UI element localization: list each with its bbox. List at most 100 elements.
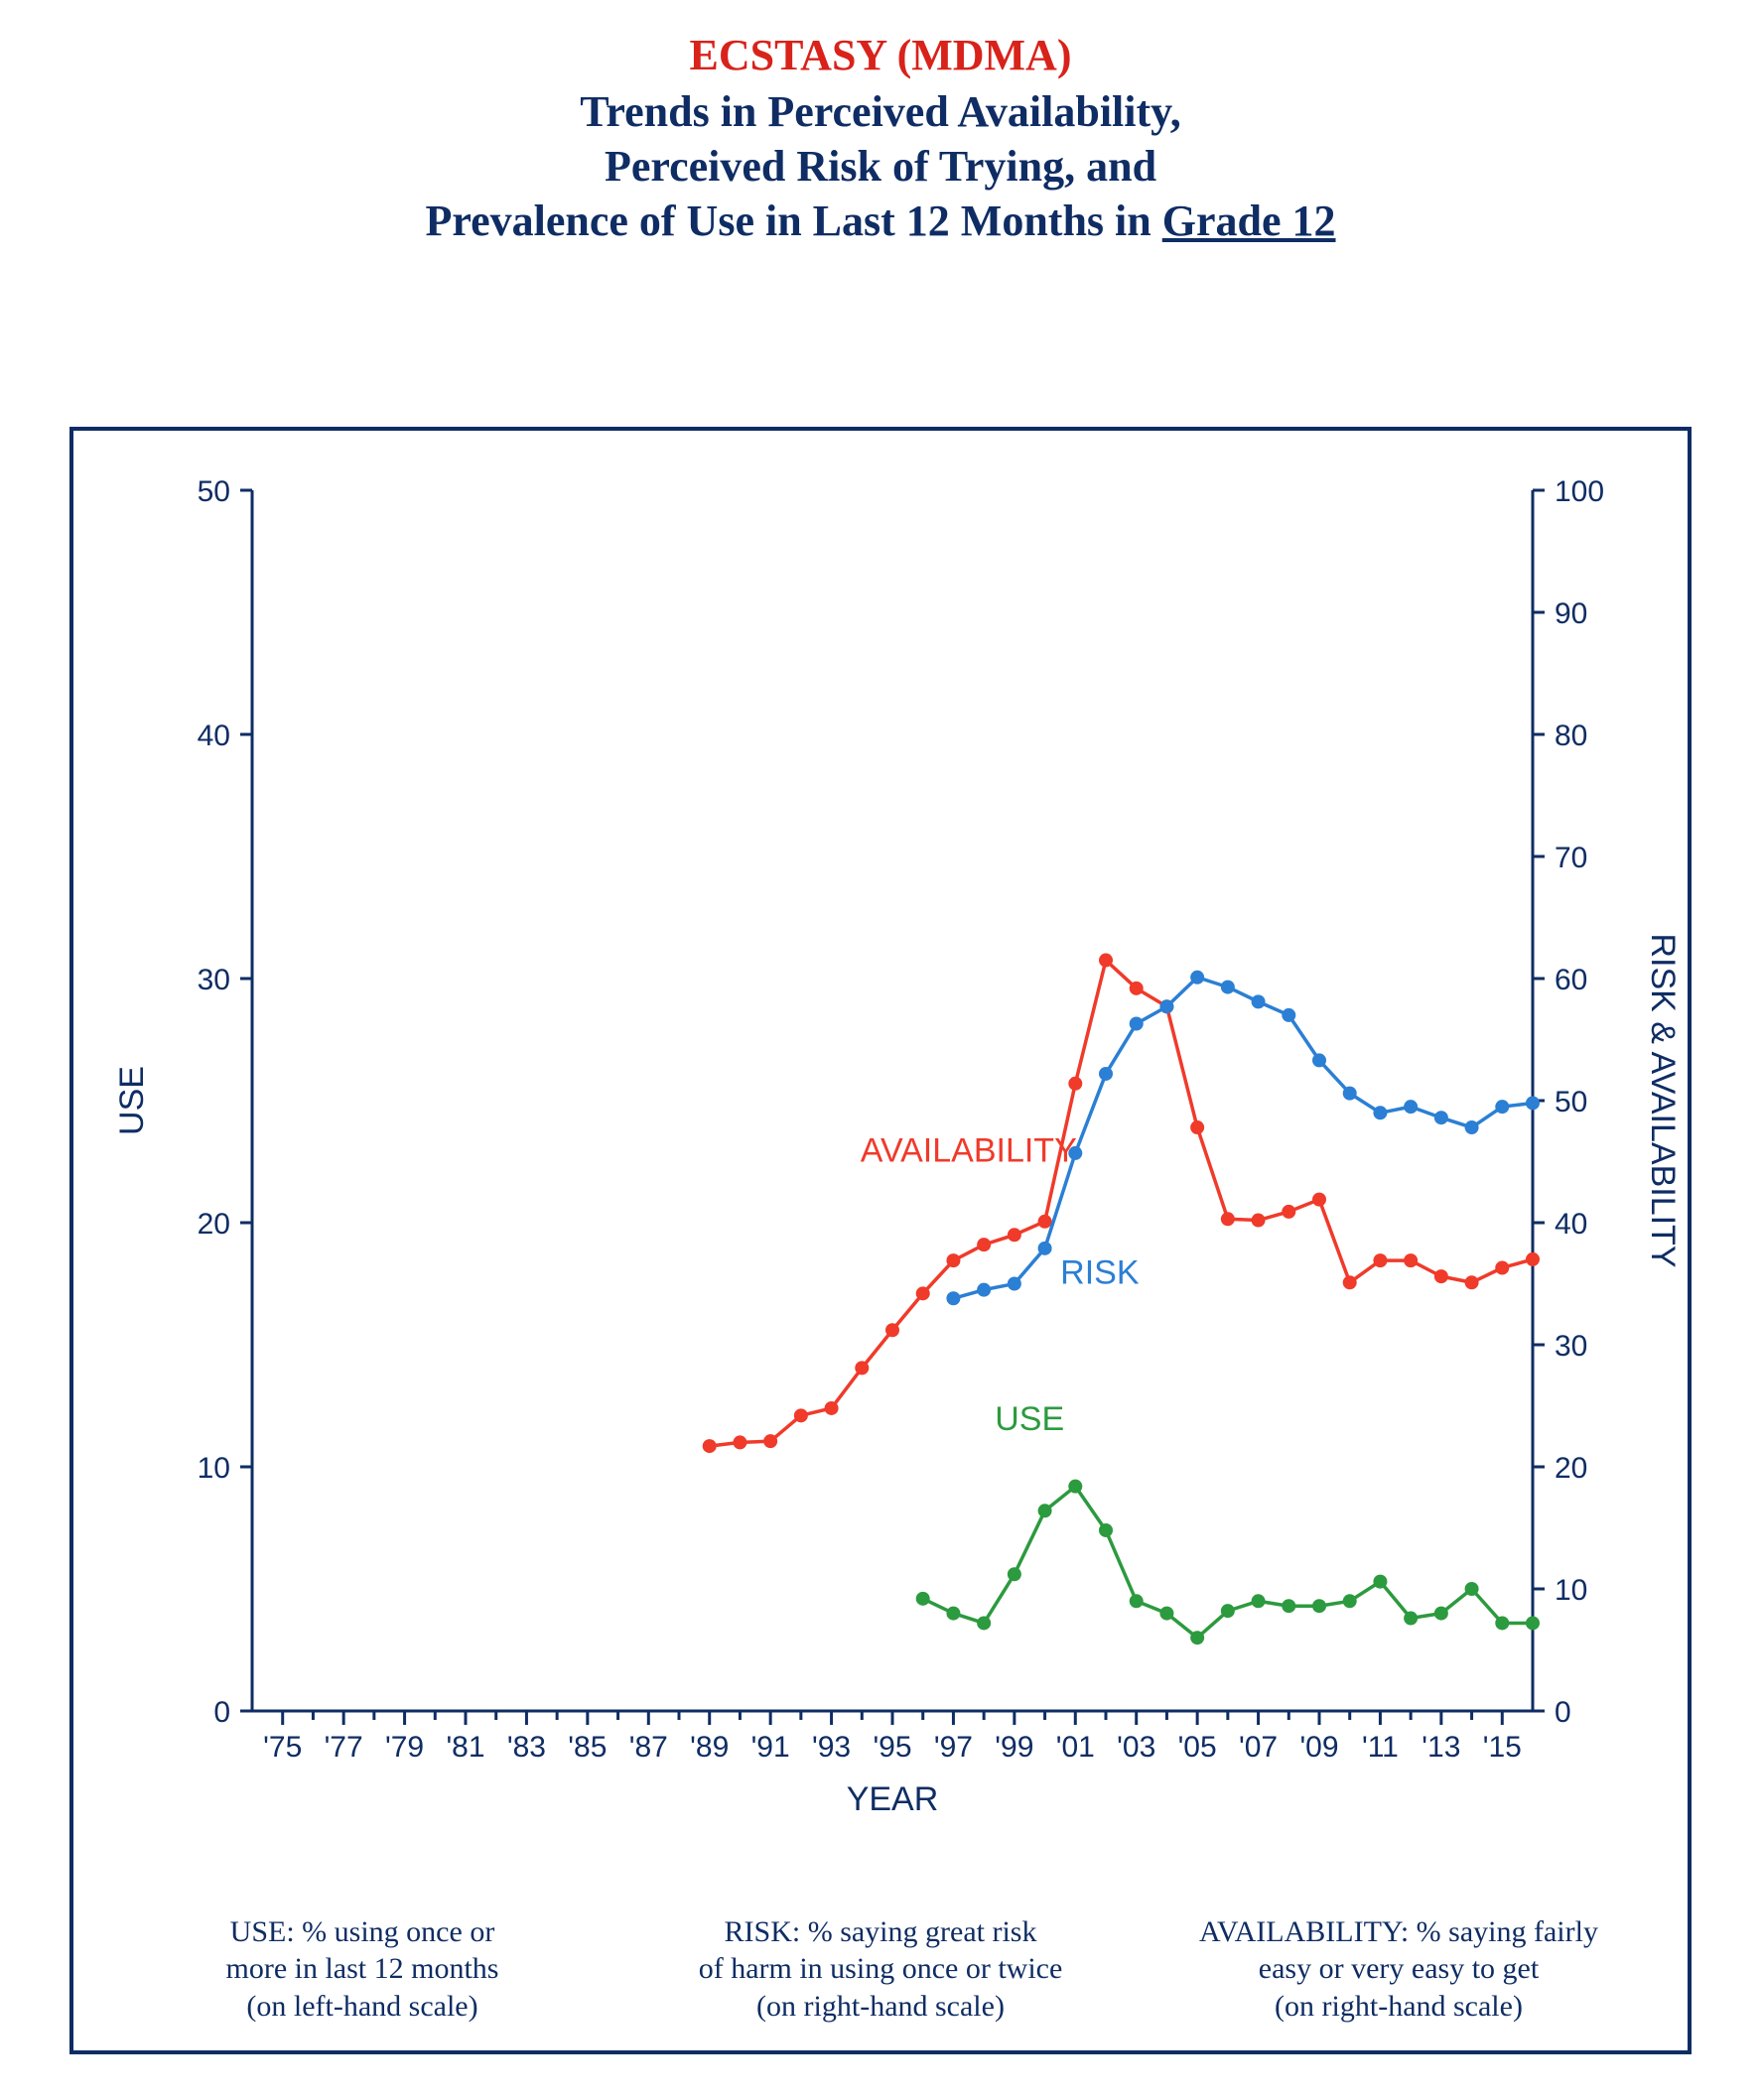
series-marker-risk [1404,1100,1418,1114]
series-marker-use [977,1616,991,1630]
captions-row: USE: % using once or more in last 12 mon… [73,1913,1688,2026]
y-right-tick-label: 20 [1555,1452,1587,1485]
y-left-tick-label: 20 [198,1208,230,1241]
series-marker-risk [1038,1242,1052,1255]
series-label-risk: RISK [1060,1254,1140,1292]
x-tick-label: '95 [873,1731,911,1764]
series-marker-risk [977,1283,991,1297]
y-left-tick-label: 30 [198,964,230,996]
series-marker-use [1130,1594,1144,1608]
y-left-tick-label: 10 [198,1452,230,1485]
series-marker-use [1465,1582,1479,1596]
y-left-tick-label: 40 [198,720,230,752]
chart-frame: 010203040500102030405060708090100'75'77'… [69,427,1692,2054]
y-left-tick-label: 50 [198,475,230,508]
series-marker-availability [1068,1077,1082,1091]
series-marker-availability [1495,1261,1509,1275]
x-tick-label: '11 [1362,1731,1399,1764]
series-marker-use [1373,1575,1387,1589]
series-marker-availability [1252,1214,1266,1228]
series-marker-availability [1434,1269,1448,1283]
series-marker-use [1495,1616,1509,1630]
series-marker-availability [885,1323,899,1337]
series-marker-use [1038,1504,1052,1517]
title-block: ECSTASY (MDMA) Trends in Perceived Avail… [0,30,1761,248]
series-marker-risk [1343,1087,1357,1101]
series-marker-use [1068,1480,1082,1494]
series-marker-availability [1404,1253,1418,1267]
title-line-3-prefix: Prevalence of Use in Last 12 Months in [425,197,1161,245]
series-marker-risk [1099,1067,1113,1081]
series-marker-risk [1190,971,1204,984]
x-tick-label: '13 [1422,1731,1460,1764]
series-marker-use [1159,1607,1173,1621]
series-marker-risk [1068,1146,1082,1160]
x-tick-label: '91 [751,1731,790,1764]
y-right-tick-label: 50 [1555,1086,1587,1118]
series-marker-availability [1038,1215,1052,1229]
series-marker-availability [703,1439,717,1453]
series-marker-availability [1099,954,1113,968]
series-marker-use [1526,1616,1540,1630]
y-right-axis-label: RISK & AVAILABILITY [1644,934,1682,1268]
series-marker-risk [946,1291,960,1305]
series-marker-use [1343,1594,1357,1608]
series-marker-risk [1465,1120,1479,1134]
chart-svg: 010203040500102030405060708090100'75'77'… [73,431,1688,2050]
x-tick-label: '87 [629,1731,668,1764]
series-marker-availability [1190,1120,1204,1134]
series-marker-use [1221,1604,1235,1618]
series-marker-risk [1434,1111,1448,1124]
y-right-tick-label: 30 [1555,1330,1587,1363]
series-marker-risk [1008,1277,1021,1291]
series-marker-risk [1312,1053,1326,1067]
x-tick-label: '07 [1239,1731,1278,1764]
caption-risk: RISK: % saying great risk of harm in usi… [621,1913,1140,2026]
y-right-tick-label: 40 [1555,1208,1587,1241]
x-tick-label: '81 [446,1731,484,1764]
chart-title-sub: Trends in Perceived Availability, Percei… [0,84,1761,248]
x-tick-label: '01 [1056,1731,1095,1764]
x-tick-label: '99 [995,1731,1033,1764]
title-line-3: Prevalence of Use in Last 12 Months in G… [0,194,1761,248]
series-marker-use [946,1607,960,1621]
x-tick-label: '09 [1299,1731,1338,1764]
series-marker-risk [1159,999,1173,1013]
series-marker-availability [855,1361,869,1375]
x-tick-label: '97 [934,1731,973,1764]
series-marker-availability [946,1253,960,1267]
series-marker-availability [1465,1275,1479,1289]
y-right-tick-label: 90 [1555,597,1587,630]
series-marker-risk [1221,981,1235,994]
series-marker-risk [1373,1106,1387,1119]
series-marker-availability [1343,1275,1357,1289]
series-marker-risk [1526,1096,1540,1110]
y-right-tick-label: 70 [1555,842,1587,874]
page: ECSTASY (MDMA) Trends in Perceived Avail… [0,0,1761,2100]
series-marker-risk [1252,994,1266,1008]
series-marker-use [1312,1599,1326,1613]
x-tick-label: '15 [1483,1731,1522,1764]
series-marker-availability [1221,1212,1235,1226]
series-marker-risk [1495,1100,1509,1114]
x-tick-label: '03 [1117,1731,1155,1764]
series-marker-use [1008,1567,1021,1581]
series-marker-use [1434,1607,1448,1621]
y-left-axis-label: USE [113,1066,151,1135]
series-marker-use [1099,1523,1113,1537]
x-tick-label: '75 [263,1731,302,1764]
series-marker-availability [1373,1253,1387,1267]
series-marker-use [1404,1612,1418,1626]
series-line-availability [710,961,1533,1447]
x-tick-label: '85 [568,1731,607,1764]
x-tick-label: '79 [385,1731,424,1764]
series-marker-availability [977,1238,991,1251]
series-marker-availability [1312,1193,1326,1207]
y-right-tick-label: 100 [1555,475,1604,508]
y-right-tick-label: 60 [1555,964,1587,996]
y-right-tick-label: 0 [1555,1696,1571,1729]
x-axis-label: YEAR [847,1780,939,1818]
title-line-3-grade: Grade 12 [1162,197,1336,245]
series-marker-use [1252,1594,1266,1608]
series-marker-availability [916,1286,930,1300]
